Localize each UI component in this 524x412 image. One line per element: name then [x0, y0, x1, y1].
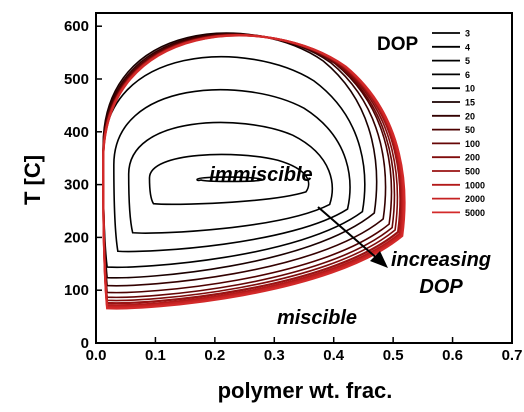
legend-label: 5	[465, 56, 470, 66]
legend-label: 1000	[465, 180, 485, 190]
legend: 3 4 5 6 10 15 20 50 100 200 500 1000 2000 5000	[432, 29, 485, 218]
annotation-miscible: miscible	[277, 307, 357, 329]
y-tick-label: 600	[64, 18, 89, 35]
legend-label: 6	[465, 70, 470, 80]
plot-frame	[95, 12, 513, 344]
x-tick-label: 0.3	[264, 347, 285, 364]
annotation-immiscible: immiscible	[209, 164, 312, 186]
binodal-curves	[102, 32, 406, 310]
legend-label: 100	[465, 139, 480, 149]
binodal-curve-5000	[102, 34, 406, 310]
y-tick-label: 0	[81, 335, 89, 352]
legend-label: 50	[465, 125, 475, 135]
x-tick-label: 0.0	[86, 347, 107, 364]
x-tick-label: 0.6	[442, 347, 463, 364]
annotation-dop: DOP	[419, 276, 463, 298]
legend-label: 3	[465, 29, 470, 39]
x-tick-label: 0.5	[383, 347, 404, 364]
increasing-dop-arrow	[317, 206, 380, 261]
y-tick-label: 100	[64, 282, 89, 299]
x-tick-label: 0.4	[323, 347, 345, 364]
legend-label: 20	[465, 111, 475, 121]
x-tick-label: 0.1	[145, 347, 166, 364]
legend-label: 2000	[465, 194, 485, 204]
y-tick-label: 300	[64, 177, 89, 194]
increasing-dop-arrowhead	[370, 251, 388, 268]
binodal-curve-6	[113, 88, 351, 253]
x-tick-label: 0.7	[502, 347, 523, 364]
binodal-curve-5	[127, 121, 333, 234]
annotation-increasing: increasing	[391, 249, 491, 271]
y-tick-label: 200	[64, 229, 89, 246]
x-tick-label: 0.2	[204, 347, 225, 364]
y-axis-title: T [C]	[20, 155, 45, 205]
y-axis-ticks: 0 100 200 300 400 500 600	[64, 18, 102, 352]
binodal-curve-3	[196, 176, 263, 183]
legend-label: 200	[465, 153, 480, 163]
legend-label: 4	[465, 42, 470, 52]
binodal-curve-4	[148, 153, 310, 206]
legend-title: DOP	[377, 34, 419, 55]
legend-label: 15	[465, 98, 475, 108]
x-axis-ticks: 0.0 0.1 0.2 0.3 0.4 0.5 0.6 0.7	[86, 337, 523, 364]
legend-label: 10	[465, 84, 475, 94]
binodal-curve-10	[102, 55, 366, 269]
legend-label: 500	[465, 167, 480, 177]
y-tick-label: 500	[64, 71, 89, 88]
x-axis-title: polymer wt. frac.	[218, 378, 393, 403]
legend-label: 5000	[465, 208, 485, 218]
y-tick-label: 400	[64, 124, 89, 141]
